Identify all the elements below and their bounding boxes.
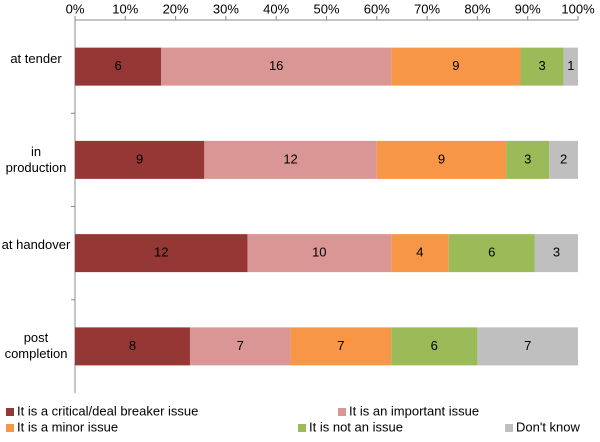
bar-segment <box>247 234 392 273</box>
bar-segment <box>534 234 578 273</box>
bar-segment <box>204 140 377 179</box>
bar-segment <box>75 234 248 273</box>
bar-segment <box>391 327 478 366</box>
bar-segment <box>391 47 521 86</box>
y-tick-label: in production <box>5 143 67 175</box>
x-tick-label: 100% <box>561 1 595 16</box>
bar-segment <box>520 47 564 86</box>
bar-segment <box>161 47 392 86</box>
legend-swatch <box>6 408 14 416</box>
x-tick-label: 30% <box>213 1 239 16</box>
legend-swatch <box>6 424 14 432</box>
legend-swatch <box>505 424 513 432</box>
data-label: 8 <box>129 338 136 353</box>
bar-segment <box>506 140 550 179</box>
data-label: 7 <box>237 338 244 353</box>
bar-segment <box>549 140 578 179</box>
bar-segment <box>75 140 205 179</box>
bar-segment <box>75 47 162 86</box>
y-tick-label: post completion <box>4 330 68 362</box>
legend-label: It is a critical/deal breaker issue <box>17 403 198 418</box>
legend-label: Don't know <box>516 419 581 434</box>
bar-segment <box>290 327 392 366</box>
data-label: 16 <box>269 58 283 73</box>
bar-segment <box>376 140 507 179</box>
bar-segment <box>477 327 578 366</box>
x-tick-label: 10% <box>112 1 138 16</box>
bar-segment <box>448 234 535 273</box>
x-tick-label: 60% <box>364 1 390 16</box>
data-label: 3 <box>524 151 531 166</box>
data-label: 3 <box>553 245 560 260</box>
data-label: 3 <box>538 58 545 73</box>
data-label: 7 <box>524 338 531 353</box>
x-tick-label: 90% <box>515 1 541 16</box>
legend-label: It is a minor issue <box>17 419 118 434</box>
data-label: 1 <box>567 58 574 73</box>
x-tick-label: 40% <box>263 1 289 16</box>
bar-segment <box>563 47 578 86</box>
data-label: 6 <box>114 58 121 73</box>
data-label: 6 <box>488 245 495 260</box>
x-tick-label: 80% <box>464 1 490 16</box>
data-label: 10 <box>312 245 326 260</box>
legend-label: It is not an issue <box>309 419 403 434</box>
data-label: 9 <box>438 151 445 166</box>
data-label: 12 <box>283 151 297 166</box>
data-label: 7 <box>337 338 344 353</box>
data-label: 9 <box>136 151 143 166</box>
x-tick-label: 70% <box>414 1 440 16</box>
bar-segment <box>189 327 291 366</box>
x-tick-label: 0% <box>66 1 85 16</box>
x-tick-label: 50% <box>313 1 339 16</box>
data-label: 9 <box>452 58 459 73</box>
data-label: 6 <box>431 338 438 353</box>
data-label: 12 <box>154 245 168 260</box>
data-label: 4 <box>416 245 423 260</box>
x-tick-label: 20% <box>163 1 189 16</box>
bar-segment <box>75 327 190 366</box>
legend-label: It is an important issue <box>349 403 479 418</box>
bar-segment <box>391 234 449 273</box>
data-label: 2 <box>560 151 567 166</box>
legend-swatch <box>298 424 306 432</box>
y-tick-label: at tender <box>10 50 62 66</box>
legend-swatch <box>338 408 346 416</box>
y-tick-label: at handover <box>1 237 71 253</box>
